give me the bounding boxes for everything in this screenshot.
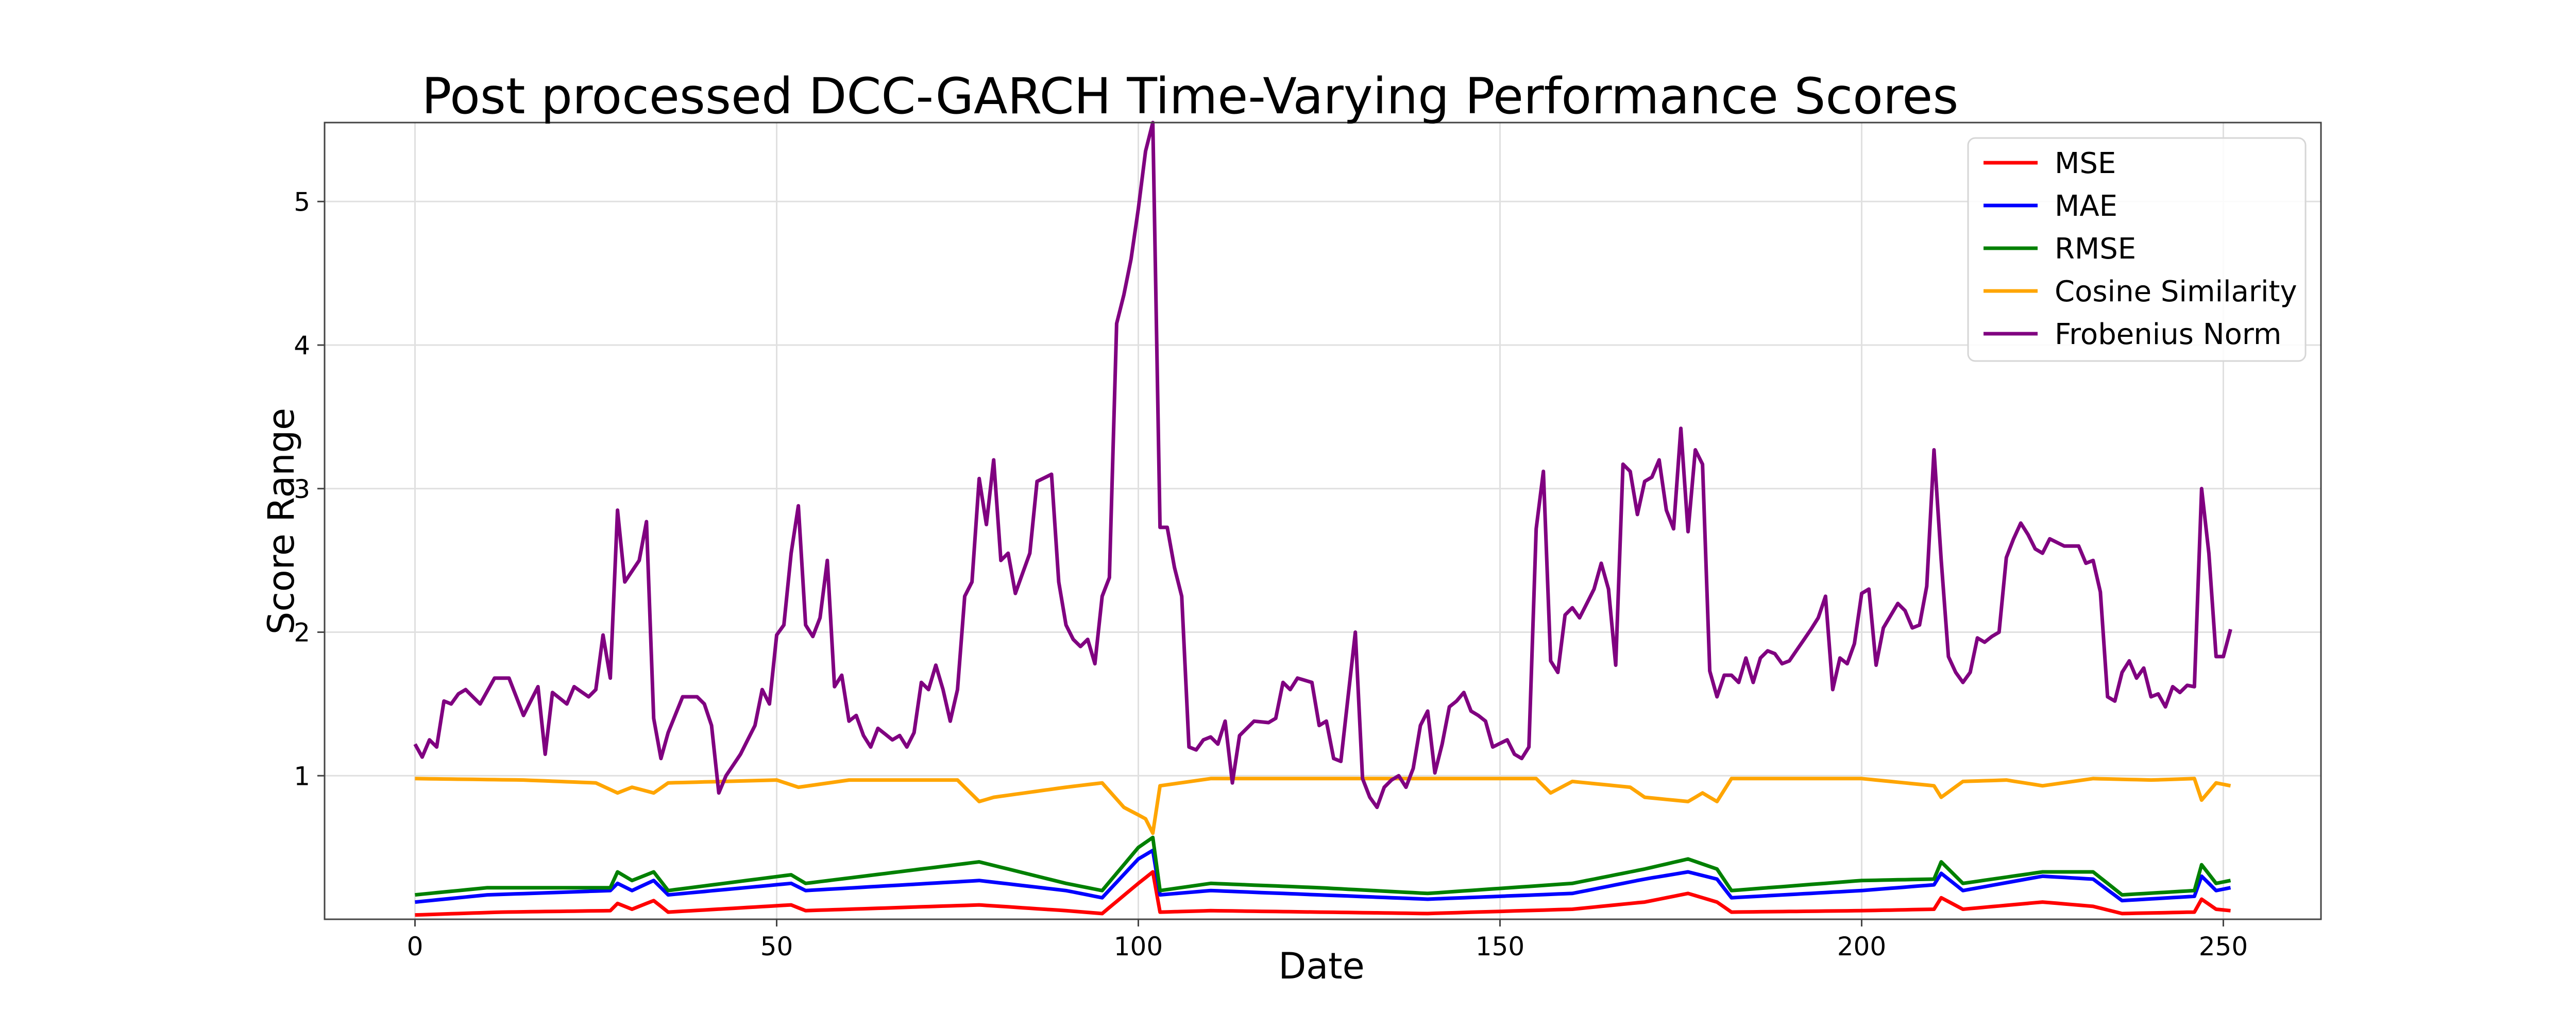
y-tick-label: 5 <box>294 187 310 217</box>
legend-box <box>1967 137 2307 362</box>
y-tick-label: 2 <box>294 618 310 648</box>
series-line-mae <box>415 848 2231 904</box>
x-tick-label: 150 <box>1476 932 1524 962</box>
legend-label: MAE <box>2055 190 2117 223</box>
y-tick-label: 1 <box>294 761 310 791</box>
x-tick-label: 0 <box>407 932 423 962</box>
chart-title: Post processed DCC-GARCH Time-Varying Pe… <box>422 67 1959 125</box>
x-axis-label: Date <box>1278 945 1364 987</box>
series-lines <box>413 121 2232 917</box>
x-tick-label: 50 <box>760 932 793 962</box>
y-tick-label: 4 <box>294 331 310 360</box>
series-line-mse <box>415 870 2231 917</box>
legend: MSE MAE RMSE Cosine Similarity Frobenius Nor… <box>1967 137 2307 362</box>
series-line-frobenius-norm <box>413 121 2232 810</box>
y-tick-label: 3 <box>294 474 310 504</box>
y-axis-label: Score Range <box>260 408 302 634</box>
legend-label: Cosine Similarity <box>2055 275 2297 308</box>
legend-label: MSE <box>2055 147 2116 180</box>
axis-ticks: 0 50 100 150 200 250 1 2 3 4 5 <box>294 187 2248 962</box>
legend-label: RMSE <box>2055 232 2136 266</box>
x-tick-label: 250 <box>2199 932 2248 962</box>
x-tick-label: 200 <box>1837 932 1886 962</box>
legend-label: Frobenius Norm <box>2055 318 2281 351</box>
series-line-cosine-similarity <box>415 777 2231 835</box>
x-tick-label: 100 <box>1114 932 1163 962</box>
series-line-rmse <box>415 835 2231 897</box>
plot-area-frame <box>324 122 2322 920</box>
